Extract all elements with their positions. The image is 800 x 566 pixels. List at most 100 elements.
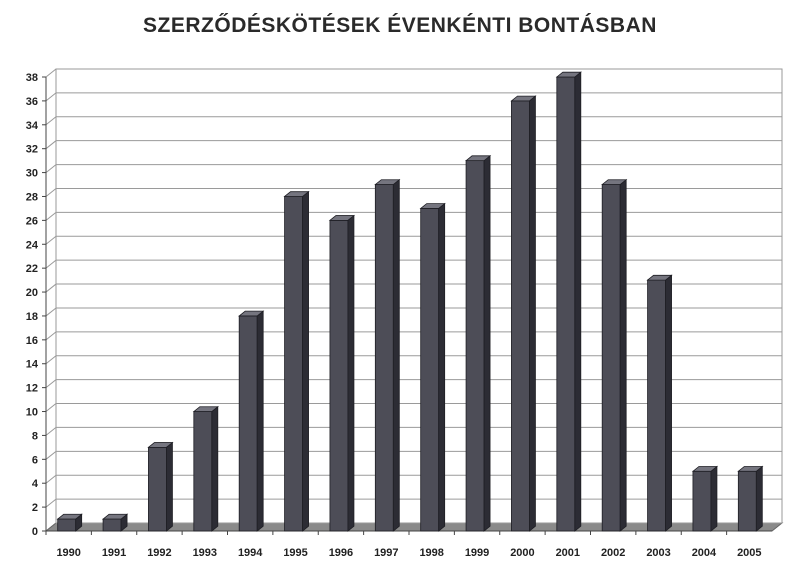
x-category-label: 1994 xyxy=(238,547,263,559)
x-category-label: 1991 xyxy=(102,547,126,559)
y-tick-label: 30 xyxy=(26,168,38,180)
bar-top xyxy=(737,466,764,472)
chart-title: SZERZŐDÉSKÖTÉSEK ÉVENKÉNTI BONTÁSBAN xyxy=(143,14,657,37)
bar-side xyxy=(211,405,219,532)
bar xyxy=(601,178,628,532)
y-tick-label: 22 xyxy=(26,263,38,275)
bar-front xyxy=(374,184,394,532)
bar-front xyxy=(511,100,530,532)
bar xyxy=(101,513,129,532)
x-category-label: 2003 xyxy=(646,547,670,559)
y-tick-label: 26 xyxy=(26,215,38,227)
bar-top xyxy=(374,179,401,185)
bar-front xyxy=(102,518,122,532)
bar-side xyxy=(619,178,627,532)
x-category-label: 1990 xyxy=(56,547,80,559)
gridline xyxy=(45,116,782,126)
bar-side xyxy=(347,214,355,532)
bar-top xyxy=(147,442,174,448)
x-category-labels: 1990 1991 1992 1993 1994 1995 1996 1997 1998 1999… xyxy=(56,547,761,559)
y-tick-label: 10 xyxy=(26,407,38,419)
bar-front xyxy=(465,160,485,532)
gridline xyxy=(45,235,782,245)
y-tick-label: 28 xyxy=(26,191,38,203)
x-category-label: 1999 xyxy=(465,547,489,559)
bar xyxy=(328,214,356,532)
bar-top xyxy=(555,71,582,78)
bar-side xyxy=(755,465,763,532)
bar-front xyxy=(420,208,440,532)
bar-side xyxy=(166,441,173,532)
bar-front xyxy=(737,470,757,532)
bar xyxy=(737,465,764,532)
gridline xyxy=(45,164,782,173)
bar-side xyxy=(392,178,400,532)
bar-top xyxy=(510,95,537,102)
bar-top xyxy=(328,215,356,221)
y-tick-label: 18 xyxy=(26,311,38,323)
bar-front xyxy=(57,518,77,532)
bar-side xyxy=(302,190,309,532)
y-tick-label: 36 xyxy=(26,96,38,108)
gridline xyxy=(45,211,782,221)
bar xyxy=(56,513,83,532)
bar xyxy=(419,202,446,532)
y-tick-label: 6 xyxy=(32,454,38,466)
y-tick-label: 0 xyxy=(32,526,38,538)
x-category-label: 2004 xyxy=(692,547,717,559)
y-tick-label: 24 xyxy=(26,239,39,251)
x-category-label: 2005 xyxy=(737,547,761,559)
x-category-label: 2001 xyxy=(556,547,580,559)
y-tick-label: 32 xyxy=(26,144,38,156)
bar-front xyxy=(329,219,349,532)
bar-side xyxy=(665,274,672,532)
bar xyxy=(510,95,537,532)
bar-front xyxy=(601,184,621,532)
x-category-label: 1998 xyxy=(419,547,443,559)
bar-side xyxy=(574,71,582,532)
y-tick-label: 16 xyxy=(26,335,38,347)
bar-side xyxy=(438,202,446,532)
bar xyxy=(147,441,174,532)
y-tick-label: 4 xyxy=(32,478,39,490)
gridline xyxy=(45,187,782,197)
y-tick-label: 2 xyxy=(32,502,38,514)
bar-side xyxy=(256,310,264,532)
bar-top xyxy=(646,274,673,281)
y-tick-label: 8 xyxy=(32,430,38,442)
x-category-label: 1996 xyxy=(329,547,353,559)
bar-top xyxy=(601,179,628,185)
x-category-label: 1993 xyxy=(193,547,217,559)
bar-front xyxy=(238,315,258,532)
bar-top xyxy=(419,203,446,209)
bar xyxy=(646,274,673,532)
bar-side xyxy=(529,95,536,532)
bar-front xyxy=(692,470,712,532)
y-tick-label: 38 xyxy=(26,72,38,84)
bar-top xyxy=(101,513,129,520)
y-tick-label: 20 xyxy=(26,287,38,299)
gridline xyxy=(45,259,782,269)
gridline xyxy=(45,68,782,78)
y-tick-label: 14 xyxy=(26,359,39,371)
bar-top xyxy=(691,466,719,472)
bar xyxy=(374,178,401,532)
x-category-label: 2002 xyxy=(601,547,625,559)
gridline xyxy=(45,140,782,150)
bar-top xyxy=(192,406,219,412)
y-tick-label: 34 xyxy=(26,120,39,132)
bar-top xyxy=(283,191,310,197)
x-category-label: 1997 xyxy=(374,547,398,559)
y-tick-label: 12 xyxy=(26,383,38,395)
bar xyxy=(192,405,219,532)
x-category-label: 1995 xyxy=(283,547,307,559)
bars-layer xyxy=(56,71,764,532)
bar-top xyxy=(464,155,492,162)
bar xyxy=(691,465,719,532)
bar xyxy=(555,71,582,532)
bar-side xyxy=(483,154,491,532)
x-category-label: 1992 xyxy=(147,547,171,559)
x-category-label: 2000 xyxy=(510,547,534,559)
